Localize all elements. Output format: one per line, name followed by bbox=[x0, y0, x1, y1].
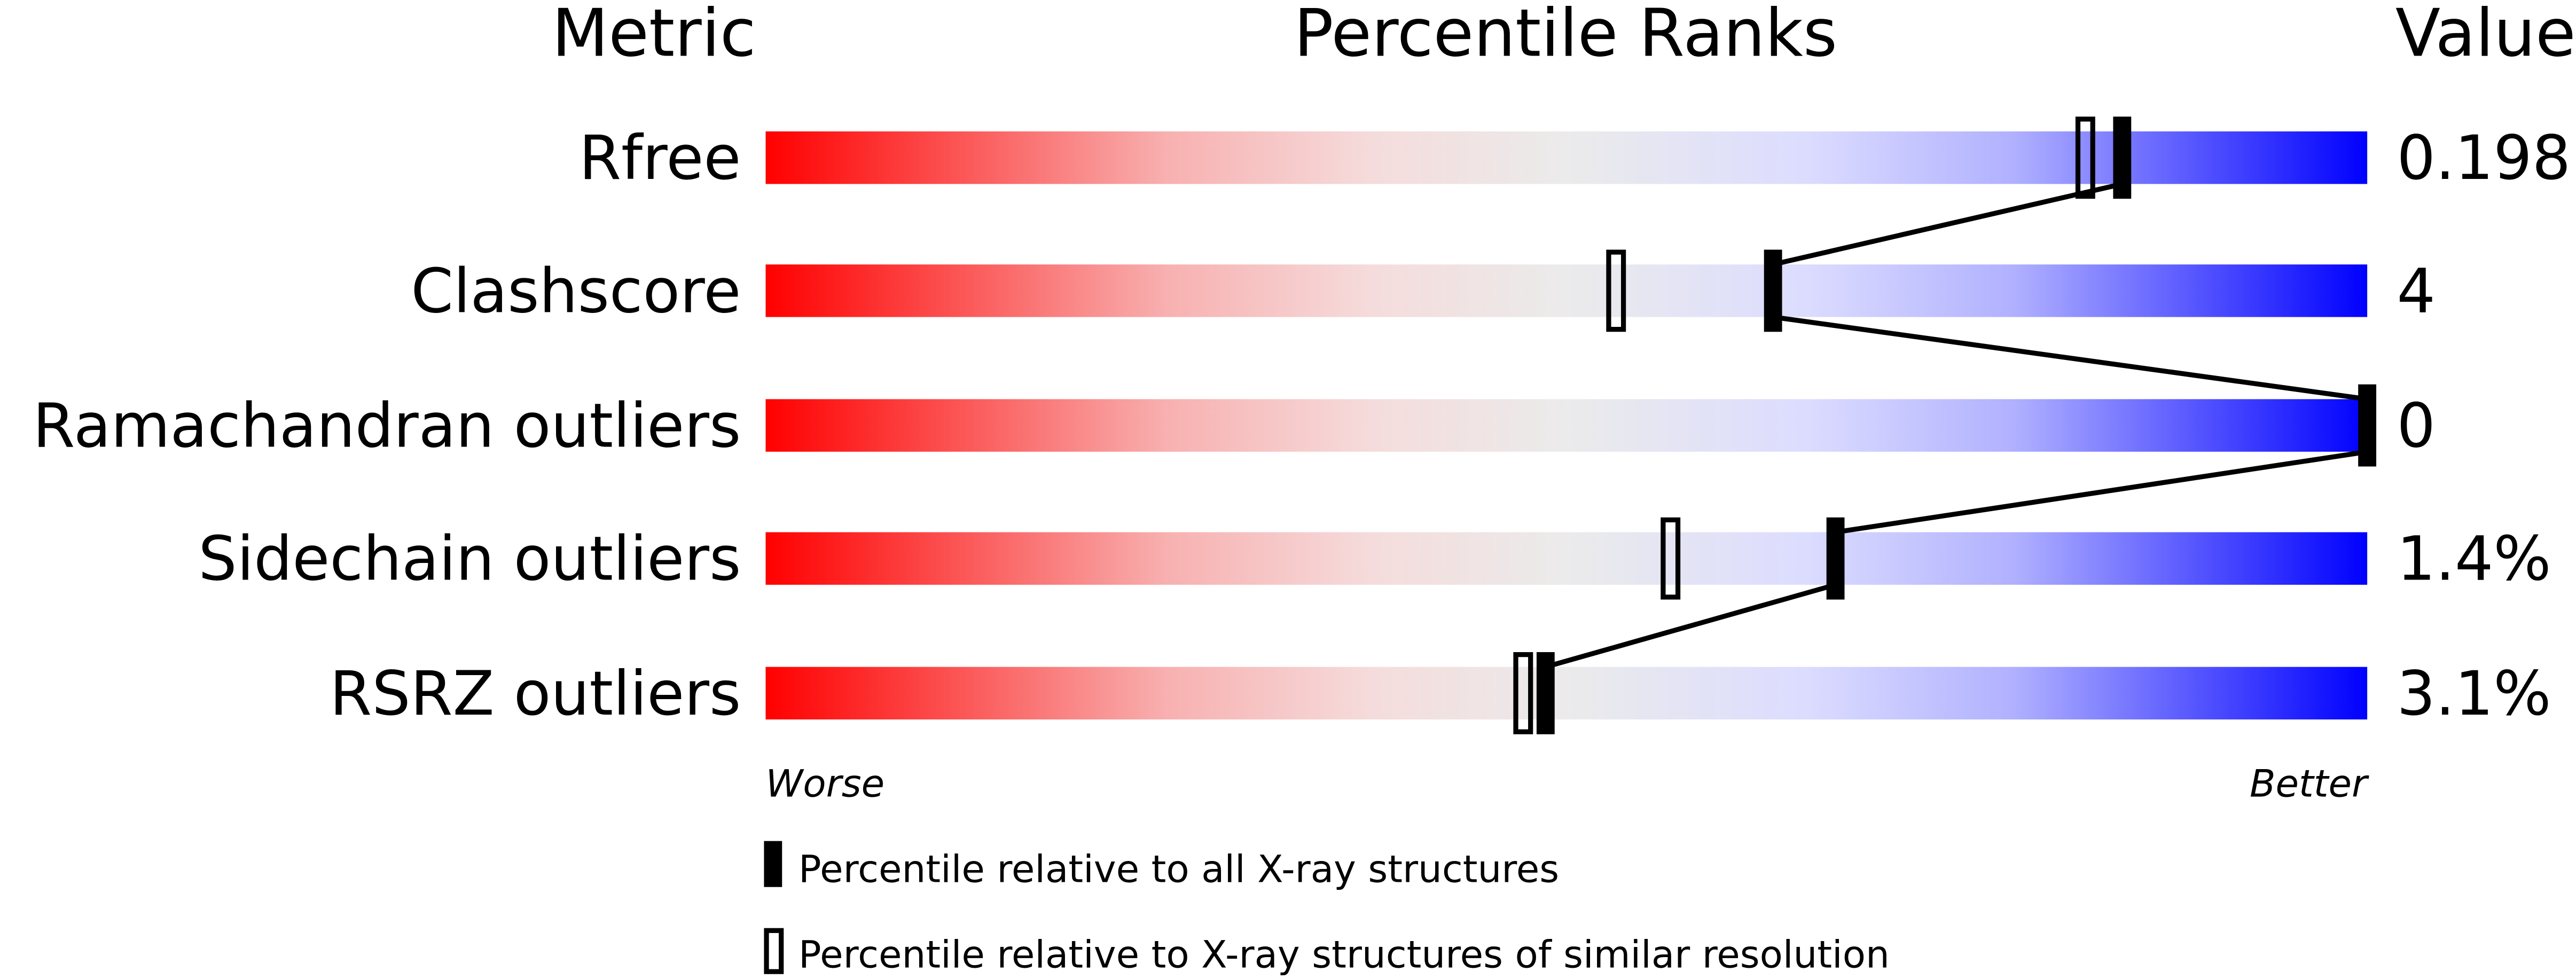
metric-label-ramachandran-outliers: Ramachandran outliers bbox=[33, 390, 741, 461]
marker-similar-rsrz-outliers bbox=[1513, 652, 1533, 734]
legend-label-all: Percentile relative to all X-ray structu… bbox=[798, 847, 1559, 891]
connector-line bbox=[1772, 181, 2123, 267]
percentile-bar-rfree bbox=[765, 131, 2368, 184]
metric-label-clashscore: Clashscore bbox=[411, 255, 741, 326]
header-value: Value bbox=[2395, 0, 2576, 72]
header-metric: Metric bbox=[552, 0, 756, 72]
percentile-bar-ramachandran-outliers bbox=[765, 399, 2368, 452]
percentile-bar-rsrz-outliers bbox=[765, 667, 2368, 720]
better-label: Better bbox=[2250, 762, 2369, 806]
metric-label-sidechain-outliers: Sidechain outliers bbox=[198, 523, 741, 594]
marker-all-rsrz-outliers bbox=[1536, 652, 1555, 734]
legend-filled-marker bbox=[764, 841, 782, 887]
metric-value-rsrz-outliers: 3.1% bbox=[2397, 658, 2551, 729]
marker-all-rfree bbox=[2113, 116, 2132, 199]
marker-similar-sidechain-outliers bbox=[1661, 517, 1681, 600]
connector-line bbox=[1835, 449, 2368, 535]
metric-value-rfree: 0.198 bbox=[2397, 122, 2571, 193]
marker-all-ramachandran-outliers bbox=[2358, 384, 2377, 467]
connector-line bbox=[1772, 315, 2368, 402]
marker-similar-clashscore bbox=[1606, 249, 1626, 332]
header-percentile-ranks: Percentile Ranks bbox=[1294, 0, 1837, 72]
metric-value-sidechain-outliers: 1.4% bbox=[2397, 523, 2551, 594]
percentile-bar-sidechain-outliers bbox=[765, 532, 2368, 585]
connector-line bbox=[1545, 582, 1836, 670]
metric-value-ramachandran-outliers: 0 bbox=[2397, 390, 2435, 461]
worse-label: Worse bbox=[765, 762, 884, 806]
legend-label-similar: Percentile relative to X-ray structures … bbox=[798, 932, 1890, 976]
marker-all-sidechain-outliers bbox=[1826, 517, 1845, 600]
legend-open-marker bbox=[764, 928, 784, 974]
metric-label-rfree: Rfree bbox=[579, 122, 741, 193]
marker-all-clashscore bbox=[1764, 249, 1782, 332]
metric-label-rsrz-outliers: RSRZ outliers bbox=[330, 658, 741, 729]
marker-similar-rfree bbox=[2075, 116, 2095, 199]
metric-value-clashscore: 4 bbox=[2397, 255, 2435, 326]
percentile-bar-clashscore bbox=[765, 264, 2368, 317]
